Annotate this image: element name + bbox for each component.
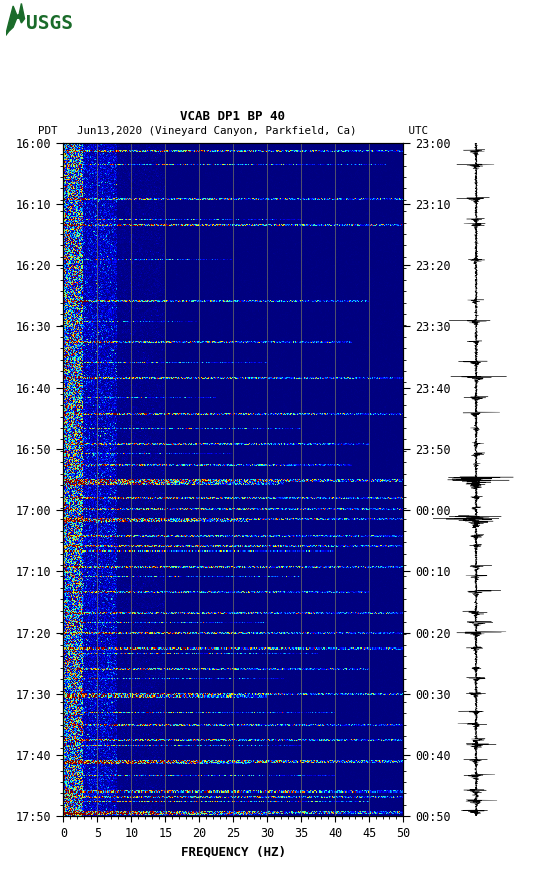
Text: PDT   Jun13,2020 (Vineyard Canyon, Parkfield, Ca)        UTC: PDT Jun13,2020 (Vineyard Canyon, Parkfie… <box>38 126 428 136</box>
Polygon shape <box>6 4 24 36</box>
Text: VCAB DP1 BP 40: VCAB DP1 BP 40 <box>181 110 285 123</box>
Text: USGS: USGS <box>26 14 73 33</box>
X-axis label: FREQUENCY (HZ): FREQUENCY (HZ) <box>181 845 286 858</box>
